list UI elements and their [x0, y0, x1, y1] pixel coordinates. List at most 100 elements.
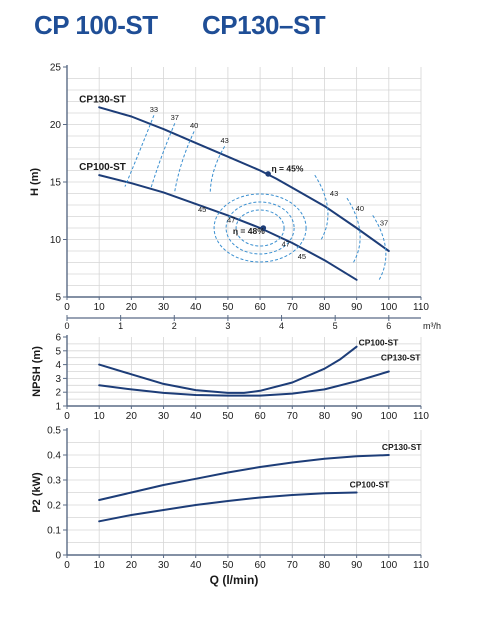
y-tick-label: 10	[50, 235, 62, 246]
efficiency-label: 40	[356, 204, 364, 213]
x-tick-label: 0	[64, 411, 70, 422]
x-tick-label: 30	[158, 411, 170, 422]
x-tick-label: 80	[319, 411, 331, 422]
y-tick-label: 25	[50, 63, 62, 74]
x-tick-label: 30	[158, 302, 170, 313]
x-tick-label: 100	[380, 411, 397, 422]
efficiency-label: η = 45%	[271, 164, 303, 174]
series-line-cp130-st	[98, 106, 390, 252]
x-tick-label: 60	[255, 302, 267, 313]
efficiency-label: 45	[198, 205, 206, 214]
efficiency-contour	[124, 115, 155, 187]
series-label-cp100-st: CP100-ST	[350, 480, 390, 490]
x-tick-label: 70	[287, 302, 299, 313]
x-tick-label: 100	[380, 560, 397, 571]
efficiency-label: 47	[227, 215, 235, 224]
efficiency-contour	[213, 193, 307, 263]
efficiency-label: 47	[282, 239, 290, 248]
efficiency-label: 40	[190, 121, 198, 130]
y-tick-label: 0.5	[47, 426, 61, 437]
y-tick-label: 0.3	[47, 476, 61, 487]
series-line-cp100-st	[98, 174, 358, 281]
x-tick-label: 110	[413, 302, 429, 313]
y-tick-label: 15	[50, 178, 62, 189]
efficiency-contour	[150, 123, 176, 190]
series-label-cp130-st: CP130-ST	[382, 442, 422, 452]
secondary-x-tick-label: 0	[64, 321, 69, 331]
y-tick-label: 0.4	[47, 451, 61, 462]
efficiency-contour	[174, 131, 195, 192]
y-axis-label: P2 (kW)	[31, 472, 43, 513]
secondary-x-tick-label: 4	[279, 321, 284, 331]
x-tick-label: 50	[222, 411, 234, 422]
efficiency-label: η = 48%	[233, 226, 265, 236]
secondary-x-tick-label: 2	[172, 321, 177, 331]
efficiency-label: 43	[330, 189, 338, 198]
x-tick-label: 70	[287, 411, 299, 422]
x-tick-label: 110	[413, 411, 429, 422]
series-line-cp100-st	[98, 491, 358, 523]
efficiency-contour	[314, 174, 329, 240]
y-tick-label: 1	[55, 402, 61, 413]
y-tick-label: 5	[55, 346, 61, 357]
y-tick-label: 0.2	[47, 501, 61, 512]
x-tick-label: 70	[287, 560, 299, 571]
series-line-cp130-st	[98, 454, 390, 501]
x-tick-label: 20	[126, 302, 138, 313]
efficiency-label: 43	[221, 136, 229, 145]
x-tick-label: 40	[190, 411, 202, 422]
y-tick-label: 3	[55, 374, 61, 385]
series-line-cp130-st	[98, 370, 390, 397]
series-label-cp130-st: CP130-ST	[381, 353, 421, 363]
secondary-x-tick-label: 5	[333, 321, 338, 331]
y-tick-label: 0.1	[47, 526, 61, 537]
y-tick-label: 5	[55, 293, 61, 304]
x-tick-label: 90	[351, 560, 363, 571]
y-axis-label: NPSH (m)	[31, 346, 43, 397]
x-tick-label: 90	[351, 411, 363, 422]
x-tick-label: 50	[222, 302, 234, 313]
series-label-cp130-st: CP130-ST	[79, 94, 126, 105]
y-tick-label: 6	[55, 333, 61, 344]
series-line-cp100-st	[98, 345, 358, 394]
x-tick-label: 0	[64, 560, 70, 571]
x-tick-label: 20	[126, 411, 138, 422]
x-tick-label: 0	[64, 302, 70, 313]
x-tick-label: 40	[190, 302, 202, 313]
secondary-x-tick-label: 1	[118, 321, 123, 331]
efficiency-contour	[372, 215, 387, 280]
series-label-cp100-st: CP100-ST	[359, 338, 399, 348]
efficiency-label: 33	[150, 105, 158, 114]
x-tick-label: 30	[158, 560, 170, 571]
x-tick-label: 50	[222, 560, 234, 571]
x-tick-label: 10	[94, 411, 106, 422]
bep-point-cp100	[260, 225, 267, 231]
y-axis-label: H (m)	[29, 168, 41, 196]
efficiency-label: 37	[380, 219, 388, 228]
x-tick-label: 60	[255, 560, 267, 571]
x-tick-label: 40	[190, 560, 202, 571]
secondary-x-unit: m³/h	[423, 321, 441, 331]
secondary-x-tick-label: 3	[225, 321, 230, 331]
x-tick-label: 90	[351, 302, 363, 313]
series-label-cp100-st: CP100-ST	[79, 162, 126, 173]
x-axis-label: Q (l/min)	[210, 573, 259, 587]
x-tick-label: 60	[255, 411, 267, 422]
secondary-x-tick-label: 6	[386, 321, 391, 331]
y-tick-label: 20	[50, 120, 62, 131]
x-tick-label: 20	[126, 560, 138, 571]
y-tick-label: 4	[55, 360, 61, 371]
y-tick-label: 0	[55, 551, 61, 562]
efficiency-contour	[209, 146, 226, 194]
x-tick-label: 80	[319, 560, 331, 571]
x-tick-label: 110	[413, 560, 429, 571]
efficiency-contour	[235, 209, 285, 247]
x-tick-label: 100	[380, 302, 397, 313]
x-tick-label: 10	[94, 302, 106, 313]
efficiency-contour	[346, 197, 361, 263]
x-tick-label: 10	[94, 560, 106, 571]
title-cp100: CP 100-ST	[34, 10, 158, 40]
efficiency-contour	[225, 201, 295, 255]
efficiency-label: 37	[171, 113, 179, 122]
